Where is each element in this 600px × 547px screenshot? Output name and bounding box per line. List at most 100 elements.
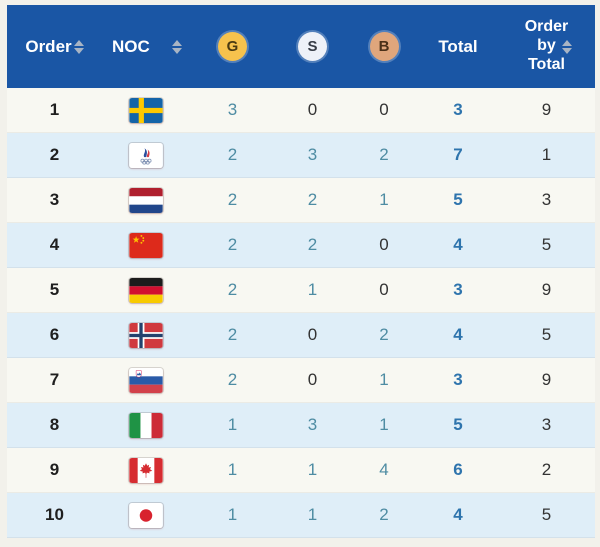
total-cell: 3 (453, 100, 463, 119)
noc-flag-cell (102, 313, 190, 357)
header-silver: S (275, 5, 350, 88)
bronze-cell: 2 (379, 325, 389, 344)
table-row: 6 2 0 2 4 5 (7, 313, 595, 358)
total-cell: 6 (453, 460, 463, 479)
order-by-total-cell: 5 (541, 505, 552, 524)
total-cell: 4 (453, 325, 463, 344)
order-by-total-cell: 9 (541, 100, 552, 119)
gold-cell: 2 (227, 325, 238, 344)
order-cell: 9 (49, 460, 60, 479)
noc-flag-cell (102, 358, 190, 402)
gold-cell: 2 (227, 235, 238, 254)
header-gold: G (190, 5, 275, 88)
silver-cell: 0 (307, 100, 318, 119)
sort-noc-icon[interactable] (172, 39, 182, 54)
sort-order-icon[interactable] (73, 39, 84, 54)
silver-cell: 3 (307, 415, 318, 434)
header-order-by-total[interactable]: Order by Total (498, 5, 595, 88)
total-cell: 7 (453, 145, 463, 164)
flag-netherlands-icon (129, 187, 163, 213)
flag-china-icon (129, 232, 163, 258)
header-noc[interactable]: NOC (102, 5, 190, 88)
header-total-label: Total (438, 36, 478, 56)
order-by-total-cell: 2 (541, 460, 552, 479)
noc-flag-cell (102, 493, 190, 537)
total-cell: 5 (453, 190, 463, 209)
silver-cell: 2 (307, 190, 318, 209)
noc-flag-cell (102, 448, 190, 492)
table-row: 7 2 0 1 3 9 (7, 358, 595, 403)
silver-cell: 2 (307, 235, 318, 254)
order-by-total-cell: 9 (541, 280, 552, 299)
header-noc-label: NOC (112, 36, 150, 56)
gold-cell: 1 (227, 415, 238, 434)
sort-order-by-total-icon[interactable] (561, 39, 572, 54)
header-order[interactable]: Order (7, 5, 102, 88)
order-by-total-cell: 5 (541, 325, 552, 344)
table-header: Order NOC G S B Total Order by Tot (7, 5, 595, 88)
flag-japan-icon (129, 502, 163, 528)
flag-canada-icon (129, 457, 163, 483)
total-cell: 3 (453, 280, 463, 299)
noc-flag-cell (102, 223, 190, 267)
noc-flag-cell (102, 268, 190, 312)
gold-medal-icon: G (218, 32, 247, 61)
noc-flag-cell (102, 133, 190, 177)
bronze-cell: 2 (379, 145, 389, 164)
table-row: 1 3 0 0 3 9 (7, 88, 595, 133)
order-by-total-cell: 3 (541, 415, 552, 434)
gold-cell: 2 (227, 190, 238, 209)
flag-italy-icon (129, 412, 163, 438)
table-row: 9 1 1 4 6 2 (7, 448, 595, 493)
flag-sweden-icon (129, 97, 163, 123)
flag-germany-icon (129, 277, 163, 303)
header-order-by-total-label: Order by Total (525, 18, 572, 75)
silver-medal-icon: S (298, 32, 327, 61)
total-cell: 3 (453, 370, 463, 389)
silver-cell: 1 (307, 280, 318, 299)
order-cell: 7 (49, 370, 60, 389)
noc-flag-cell (102, 178, 190, 222)
header-total: Total (418, 5, 498, 88)
header-bronze: B (350, 5, 418, 88)
order-cell: 10 (45, 505, 64, 524)
silver-cell: 3 (307, 145, 318, 164)
order-by-total-cell: 5 (541, 235, 552, 254)
bronze-cell: 4 (379, 460, 389, 479)
silver-cell: 1 (307, 505, 318, 524)
order-by-total-cell: 1 (541, 145, 552, 164)
table-row: 10 1 1 2 4 5 (7, 493, 595, 538)
total-cell: 4 (453, 505, 463, 524)
silver-cell: 1 (307, 460, 318, 479)
bronze-cell: 2 (379, 505, 389, 524)
gold-cell: 3 (227, 100, 238, 119)
table-row: 4 2 2 0 4 5 (7, 223, 595, 268)
gold-cell: 1 (227, 505, 238, 524)
header-order-label: Order (25, 36, 72, 56)
noc-flag-cell (102, 403, 190, 447)
order-cell: 5 (49, 280, 60, 299)
gold-cell: 2 (227, 280, 238, 299)
flag-roc-icon (129, 142, 163, 168)
bronze-cell: 0 (379, 235, 389, 254)
table-row: 5 2 1 0 3 9 (7, 268, 595, 313)
bronze-medal-icon: B (369, 32, 399, 61)
order-cell: 3 (49, 190, 60, 209)
bronze-cell: 1 (379, 190, 389, 209)
order-cell: 4 (49, 235, 60, 254)
gold-cell: 1 (227, 460, 238, 479)
table-row: 3 2 2 1 5 3 (7, 178, 595, 223)
total-cell: 5 (453, 415, 463, 434)
table-row: 8 1 3 1 5 3 (7, 403, 595, 448)
medal-standings-table: Order NOC G S B Total Order by Tot (7, 5, 595, 538)
order-cell: 8 (49, 415, 60, 434)
silver-cell: 0 (307, 370, 318, 389)
gold-cell: 2 (227, 145, 238, 164)
order-cell: 1 (49, 100, 60, 119)
bronze-cell: 0 (379, 280, 389, 299)
order-cell: 2 (49, 145, 60, 164)
noc-flag-cell (102, 88, 190, 132)
total-cell: 4 (453, 235, 463, 254)
order-cell: 6 (49, 325, 60, 344)
bronze-cell: 0 (379, 100, 389, 119)
